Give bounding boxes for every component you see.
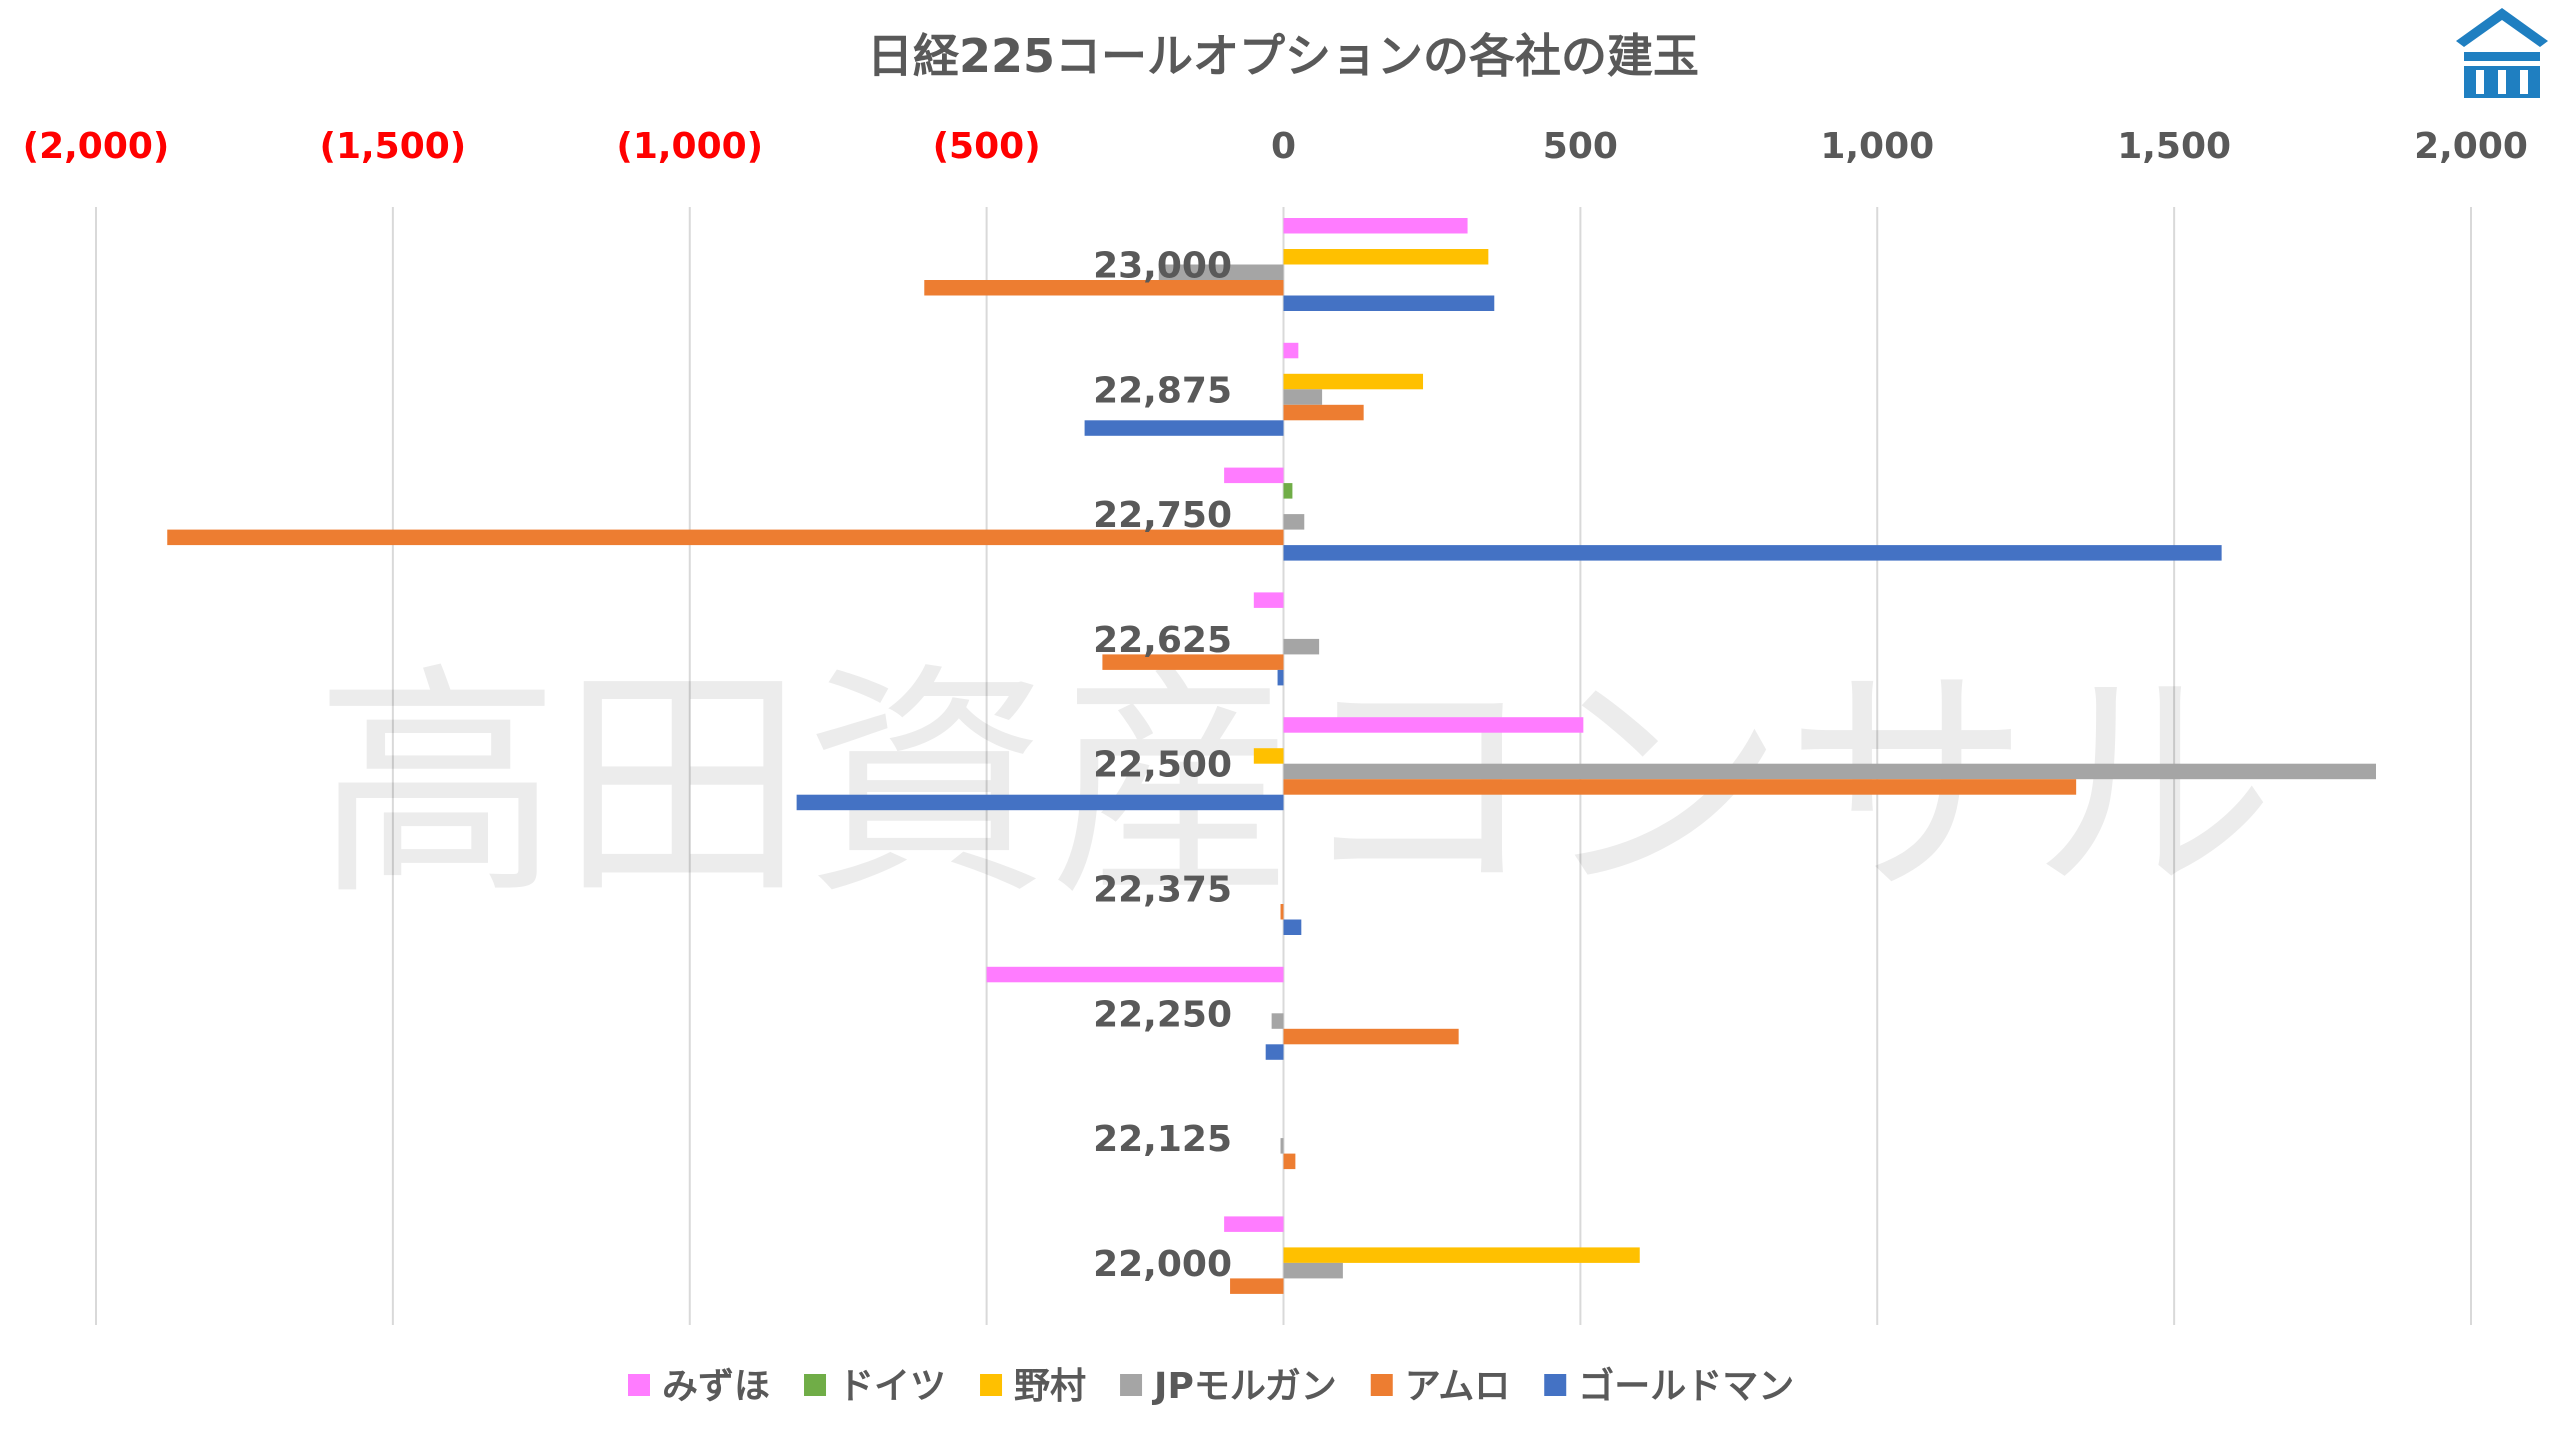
legend-label: アムロ xyxy=(1405,1366,1510,1407)
legend-label: ドイツ xyxy=(838,1366,946,1407)
bar xyxy=(1084,420,1284,436)
bar xyxy=(1283,763,2376,780)
bar xyxy=(1265,1044,1284,1060)
x-tick-label: (1,000) xyxy=(616,126,763,167)
x-tick-label: (2,000) xyxy=(23,126,170,167)
bar xyxy=(1283,218,1468,234)
category-label: 22,250 xyxy=(1093,994,1232,1035)
bar xyxy=(1280,904,1284,920)
legend-label: JPモルガン xyxy=(1151,1366,1337,1407)
legend-swatch xyxy=(1120,1374,1143,1396)
category-label: 23,000 xyxy=(1093,246,1232,287)
bar xyxy=(1283,919,1302,935)
bar xyxy=(1253,592,1284,608)
category-label: 22,875 xyxy=(1093,370,1232,411)
legend-swatch xyxy=(1370,1374,1393,1396)
bar xyxy=(1283,514,1305,530)
legend-swatch xyxy=(628,1374,650,1396)
bar xyxy=(1283,545,2222,561)
bar xyxy=(1283,1247,1640,1263)
x-tick-label: 0 xyxy=(1271,126,1296,167)
bar xyxy=(796,794,1284,811)
bar xyxy=(1283,373,1424,390)
bar xyxy=(1224,1216,1284,1232)
legend-label: ゴールドマン xyxy=(1578,1365,1794,1407)
bar xyxy=(1283,779,2077,795)
legend-swatch xyxy=(980,1374,1003,1396)
x-tick-label: 1,500 xyxy=(2117,126,2231,167)
bar xyxy=(1102,654,1284,670)
legend-swatch xyxy=(1544,1374,1567,1396)
bar xyxy=(1283,249,1489,265)
bar xyxy=(167,529,1284,546)
bar xyxy=(986,966,1284,983)
category-labels: 23,000 22,875 22,750 22,625 22,500 22,375 22,2… xyxy=(1093,246,1232,1285)
bar xyxy=(924,280,1284,296)
category-label: 22,375 xyxy=(1093,870,1232,911)
bar xyxy=(1158,264,1284,280)
bar xyxy=(1280,1138,1284,1154)
legend-swatch xyxy=(804,1374,827,1396)
bar xyxy=(1283,404,1364,421)
x-tick-label: 2,000 xyxy=(2414,126,2528,167)
legend-label: 野村 xyxy=(1014,1366,1086,1407)
legend-label: みずほ xyxy=(662,1366,770,1407)
legend: みずほ ドイツ 野村 JPモルガン アムロ ゴールドマン xyxy=(628,1365,1794,1407)
category-label: 22,625 xyxy=(1093,620,1232,661)
bar xyxy=(1283,483,1293,499)
bar xyxy=(1253,748,1284,764)
bar xyxy=(1277,669,1284,686)
bar xyxy=(1283,342,1299,359)
x-tick-label: (500) xyxy=(933,126,1041,167)
category-label: 22,750 xyxy=(1093,495,1232,536)
bar xyxy=(1283,638,1320,655)
bar xyxy=(1283,1262,1343,1279)
x-tick-label: 500 xyxy=(1543,126,1618,167)
x-tick-label: 1,000 xyxy=(1820,126,1934,167)
bar xyxy=(1283,295,1495,311)
x-tick-label: (1,500) xyxy=(319,126,466,167)
category-label: 22,125 xyxy=(1093,1119,1232,1160)
bar xyxy=(1283,1153,1296,1170)
bar xyxy=(1230,1278,1284,1294)
house-logo-icon xyxy=(2456,8,2548,98)
bar xyxy=(1283,389,1323,405)
bar xyxy=(1283,1028,1459,1045)
bar xyxy=(1271,1013,1284,1029)
x-axis-ticks: (2,000) (1,500) (1,000) (500) 0 500 1,000 1,500… xyxy=(23,126,2528,167)
category-label: 22,000 xyxy=(1093,1244,1232,1285)
chart-title: 日経225コールオプションの各社の建玉 xyxy=(867,29,1699,83)
bar xyxy=(1224,467,1284,484)
bar xyxy=(1283,717,1584,733)
category-label: 22,500 xyxy=(1093,745,1232,786)
bars xyxy=(167,218,2376,1294)
